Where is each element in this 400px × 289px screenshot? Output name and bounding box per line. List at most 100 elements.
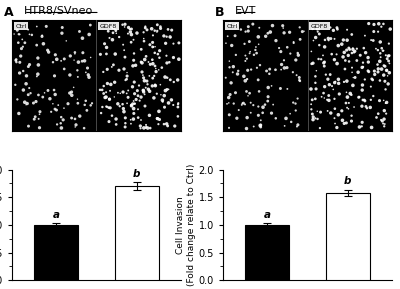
Point (144, 27, 150, 32)
Point (155, 122, 162, 127)
Point (240, 101, 247, 105)
Point (16, 32, 22, 36)
Point (59, 31, 65, 36)
Point (106, 36, 113, 40)
Point (360, 64, 366, 69)
Point (230, 101, 237, 106)
Point (358, 124, 365, 129)
Point (140, 88, 146, 93)
Point (263, 69, 270, 73)
Point (138, 118, 144, 122)
Point (147, 126, 153, 130)
Point (296, 25, 303, 30)
Point (52, 107, 58, 111)
Point (299, 29, 306, 34)
Point (359, 65, 365, 70)
Point (268, 111, 275, 115)
Point (146, 74, 152, 78)
Point (60, 118, 66, 122)
Point (363, 104, 369, 109)
Point (295, 123, 301, 127)
Point (243, 126, 250, 131)
Point (72, 50, 78, 55)
Y-axis label: Cell Invasion
(Fold change relate to Ctrl): Cell Invasion (Fold change relate to Ctr… (176, 164, 196, 286)
Point (44, 48, 51, 53)
Point (330, 28, 336, 33)
Point (310, 117, 316, 122)
Point (66, 91, 73, 95)
Point (170, 41, 177, 46)
Point (334, 27, 341, 32)
Point (281, 66, 288, 70)
Point (378, 24, 384, 29)
Point (76, 114, 83, 118)
Point (16, 32, 23, 37)
Point (88, 55, 94, 60)
Point (121, 67, 127, 71)
Point (98, 111, 104, 115)
Point (159, 98, 166, 103)
Point (164, 75, 170, 80)
Point (330, 87, 336, 92)
Point (280, 23, 286, 28)
Point (131, 51, 137, 56)
Point (164, 34, 170, 39)
Point (308, 87, 314, 91)
Point (242, 79, 248, 83)
Point (124, 91, 130, 96)
Point (74, 97, 81, 101)
Point (327, 72, 333, 77)
Point (86, 75, 92, 79)
Point (256, 89, 262, 94)
Point (68, 116, 75, 120)
Point (168, 28, 175, 32)
Point (293, 58, 299, 62)
Point (175, 101, 182, 105)
Point (253, 51, 260, 55)
Point (250, 103, 256, 108)
Point (46, 50, 52, 54)
Point (149, 40, 156, 45)
Point (170, 55, 177, 60)
Point (176, 57, 182, 62)
Point (116, 68, 122, 73)
Point (154, 23, 160, 27)
Point (386, 41, 392, 46)
Point (277, 86, 284, 91)
Point (144, 79, 150, 83)
Point (316, 43, 322, 47)
Point (331, 116, 338, 121)
Point (365, 55, 371, 60)
Point (258, 125, 264, 129)
Point (61, 57, 68, 61)
Point (228, 43, 235, 48)
Point (140, 88, 146, 92)
Point (136, 98, 143, 103)
Point (139, 70, 145, 74)
Point (59, 25, 66, 30)
Point (58, 126, 65, 130)
Point (294, 96, 301, 101)
Point (235, 68, 242, 73)
Point (359, 104, 365, 108)
Point (359, 120, 365, 125)
Point (382, 101, 389, 105)
Point (356, 125, 363, 129)
Point (345, 106, 352, 111)
Point (287, 111, 293, 116)
Point (104, 67, 110, 72)
Point (40, 95, 46, 99)
Point (223, 41, 229, 45)
Point (287, 51, 294, 56)
Point (73, 123, 79, 127)
Point (35, 93, 42, 97)
Point (122, 116, 128, 120)
Point (349, 51, 355, 55)
Point (314, 109, 320, 114)
Point (130, 106, 137, 111)
Point (308, 107, 314, 112)
Point (234, 116, 240, 121)
Point (284, 45, 290, 50)
Point (25, 27, 31, 32)
Point (151, 74, 157, 78)
